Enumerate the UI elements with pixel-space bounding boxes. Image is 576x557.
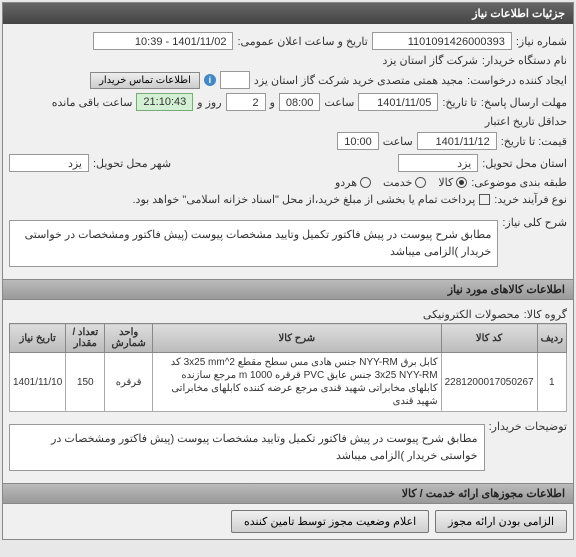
buyer-notes-box: مطابق شرح پیوست در پیش فاکتور تکمیل وتای… bbox=[9, 424, 485, 471]
cell-unit: قرقره bbox=[105, 353, 153, 412]
col-desc: شرح کالا bbox=[153, 324, 442, 353]
commodity-label: طبقه بندی موضوعی: bbox=[471, 176, 567, 189]
radio-goods[interactable] bbox=[456, 177, 467, 188]
deadline-label: مهلت ارسال پاسخ: bbox=[481, 96, 567, 109]
cell-desc: کابل برق NYY-RM جنس هادی مس سطح مقطع 3x2… bbox=[153, 353, 442, 412]
main-header: جزئیات اطلاعات نیاز bbox=[3, 3, 573, 24]
radio-service-label: خدمت bbox=[383, 176, 412, 189]
radio-both-label: هردو bbox=[335, 176, 357, 189]
table-row: 1 2281200017050267 کابل برق NYY-RM جنس ه… bbox=[10, 353, 567, 412]
public-date-label: تاریخ و ساعت اعلان عمومی: bbox=[237, 35, 367, 48]
validity-label: حداقل تاریخ اعتبار bbox=[485, 115, 567, 128]
public-date-field: 1401/11/02 - 10:39 bbox=[93, 32, 233, 50]
purchase-note: پرداخت تمام یا بخشی از مبلغ خرید،از محل … bbox=[132, 193, 475, 206]
empty-field bbox=[220, 71, 250, 89]
license-required-button[interactable]: الزامی بودن ارائه مجوز bbox=[435, 510, 567, 533]
price-to-label: قیمت: تا تاریخ: bbox=[501, 135, 567, 148]
time2-label: ساعت bbox=[383, 135, 413, 148]
col-date: تاریخ نیاز bbox=[10, 324, 66, 353]
time1-field: 08:00 bbox=[279, 93, 321, 111]
items-table: ردیف کد کالا شرح کالا واحد شمارش تعداد /… bbox=[9, 323, 567, 412]
radio-both[interactable] bbox=[360, 177, 371, 188]
purchase-checkbox[interactable] bbox=[479, 194, 490, 205]
days-field: 2 bbox=[226, 93, 266, 111]
creator-value: مجید همتی متصدی خرید شرکت گاز استان یزد bbox=[254, 74, 463, 87]
remain-label: ساعت باقی مانده bbox=[52, 96, 133, 109]
to-label: تا تاریخ: bbox=[442, 96, 476, 109]
general-desc-label: شرح کلی نیاز: bbox=[502, 216, 567, 229]
contact-button[interactable]: اطلاعات تماس خریدار bbox=[90, 72, 200, 89]
creator-label: ایجاد کننده درخواست: bbox=[467, 74, 567, 87]
time2-field: 10:00 bbox=[337, 132, 379, 150]
general-desc-box: مطابق شرح پیوست در پیش فاکتور تکمیل وتای… bbox=[9, 220, 498, 267]
and-label: و bbox=[270, 96, 275, 109]
items-section-header: اطلاعات کالاهای مورد نیاز bbox=[3, 279, 573, 300]
col-unit: واحد شمارش bbox=[105, 324, 153, 353]
need-no-field: 1101091426000393 bbox=[372, 32, 512, 50]
group-value: محصولات الکترونیکی bbox=[423, 308, 520, 321]
cell-code: 2281200017050267 bbox=[441, 353, 537, 412]
col-idx: ردیف bbox=[537, 324, 566, 353]
info-icon: i bbox=[204, 74, 216, 86]
validity-date-field: 1401/11/12 bbox=[417, 132, 497, 150]
radio-goods-label: کالا bbox=[438, 176, 453, 189]
delivery-city-label: شهر محل تحویل: bbox=[93, 157, 171, 170]
licenses-header: اطلاعات مجوزهای ارائه خدمت / کالا bbox=[3, 483, 573, 504]
time1-label: ساعت bbox=[324, 96, 354, 109]
radio-service[interactable] bbox=[415, 177, 426, 188]
deadline-date-field: 1401/11/05 bbox=[358, 93, 438, 111]
commodity-radio-group: کالا خدمت هردو bbox=[335, 176, 467, 189]
col-code: کد کالا bbox=[441, 324, 537, 353]
need-no-label: شماره نیاز: bbox=[516, 35, 567, 48]
countdown-badge: 21:10:43 bbox=[136, 93, 193, 111]
col-qty: تعداد / مقدار bbox=[66, 324, 105, 353]
purchase-type-label: نوع فرآیند خرید: bbox=[494, 193, 567, 206]
group-label: گروه کالا: bbox=[524, 308, 567, 321]
license-status-button[interactable]: اعلام وضعیت مجوز توسط تامین کننده bbox=[231, 510, 429, 533]
buyer-notes-label: توضیحات خریدار: bbox=[489, 420, 567, 433]
delivery-prov-field: یزد bbox=[398, 154, 478, 172]
buyer-org-label: نام دستگاه خریدار: bbox=[482, 54, 567, 67]
delivery-prov-label: استان محل تحویل: bbox=[482, 157, 567, 170]
cell-idx: 1 bbox=[537, 353, 566, 412]
cell-qty: 150 bbox=[66, 353, 105, 412]
days-label: روز و bbox=[197, 96, 221, 109]
cell-date: 1401/11/10 bbox=[10, 353, 66, 412]
buyer-org-value: شرکت گاز استان یزد bbox=[382, 54, 477, 67]
delivery-city-field: یزد bbox=[9, 154, 89, 172]
